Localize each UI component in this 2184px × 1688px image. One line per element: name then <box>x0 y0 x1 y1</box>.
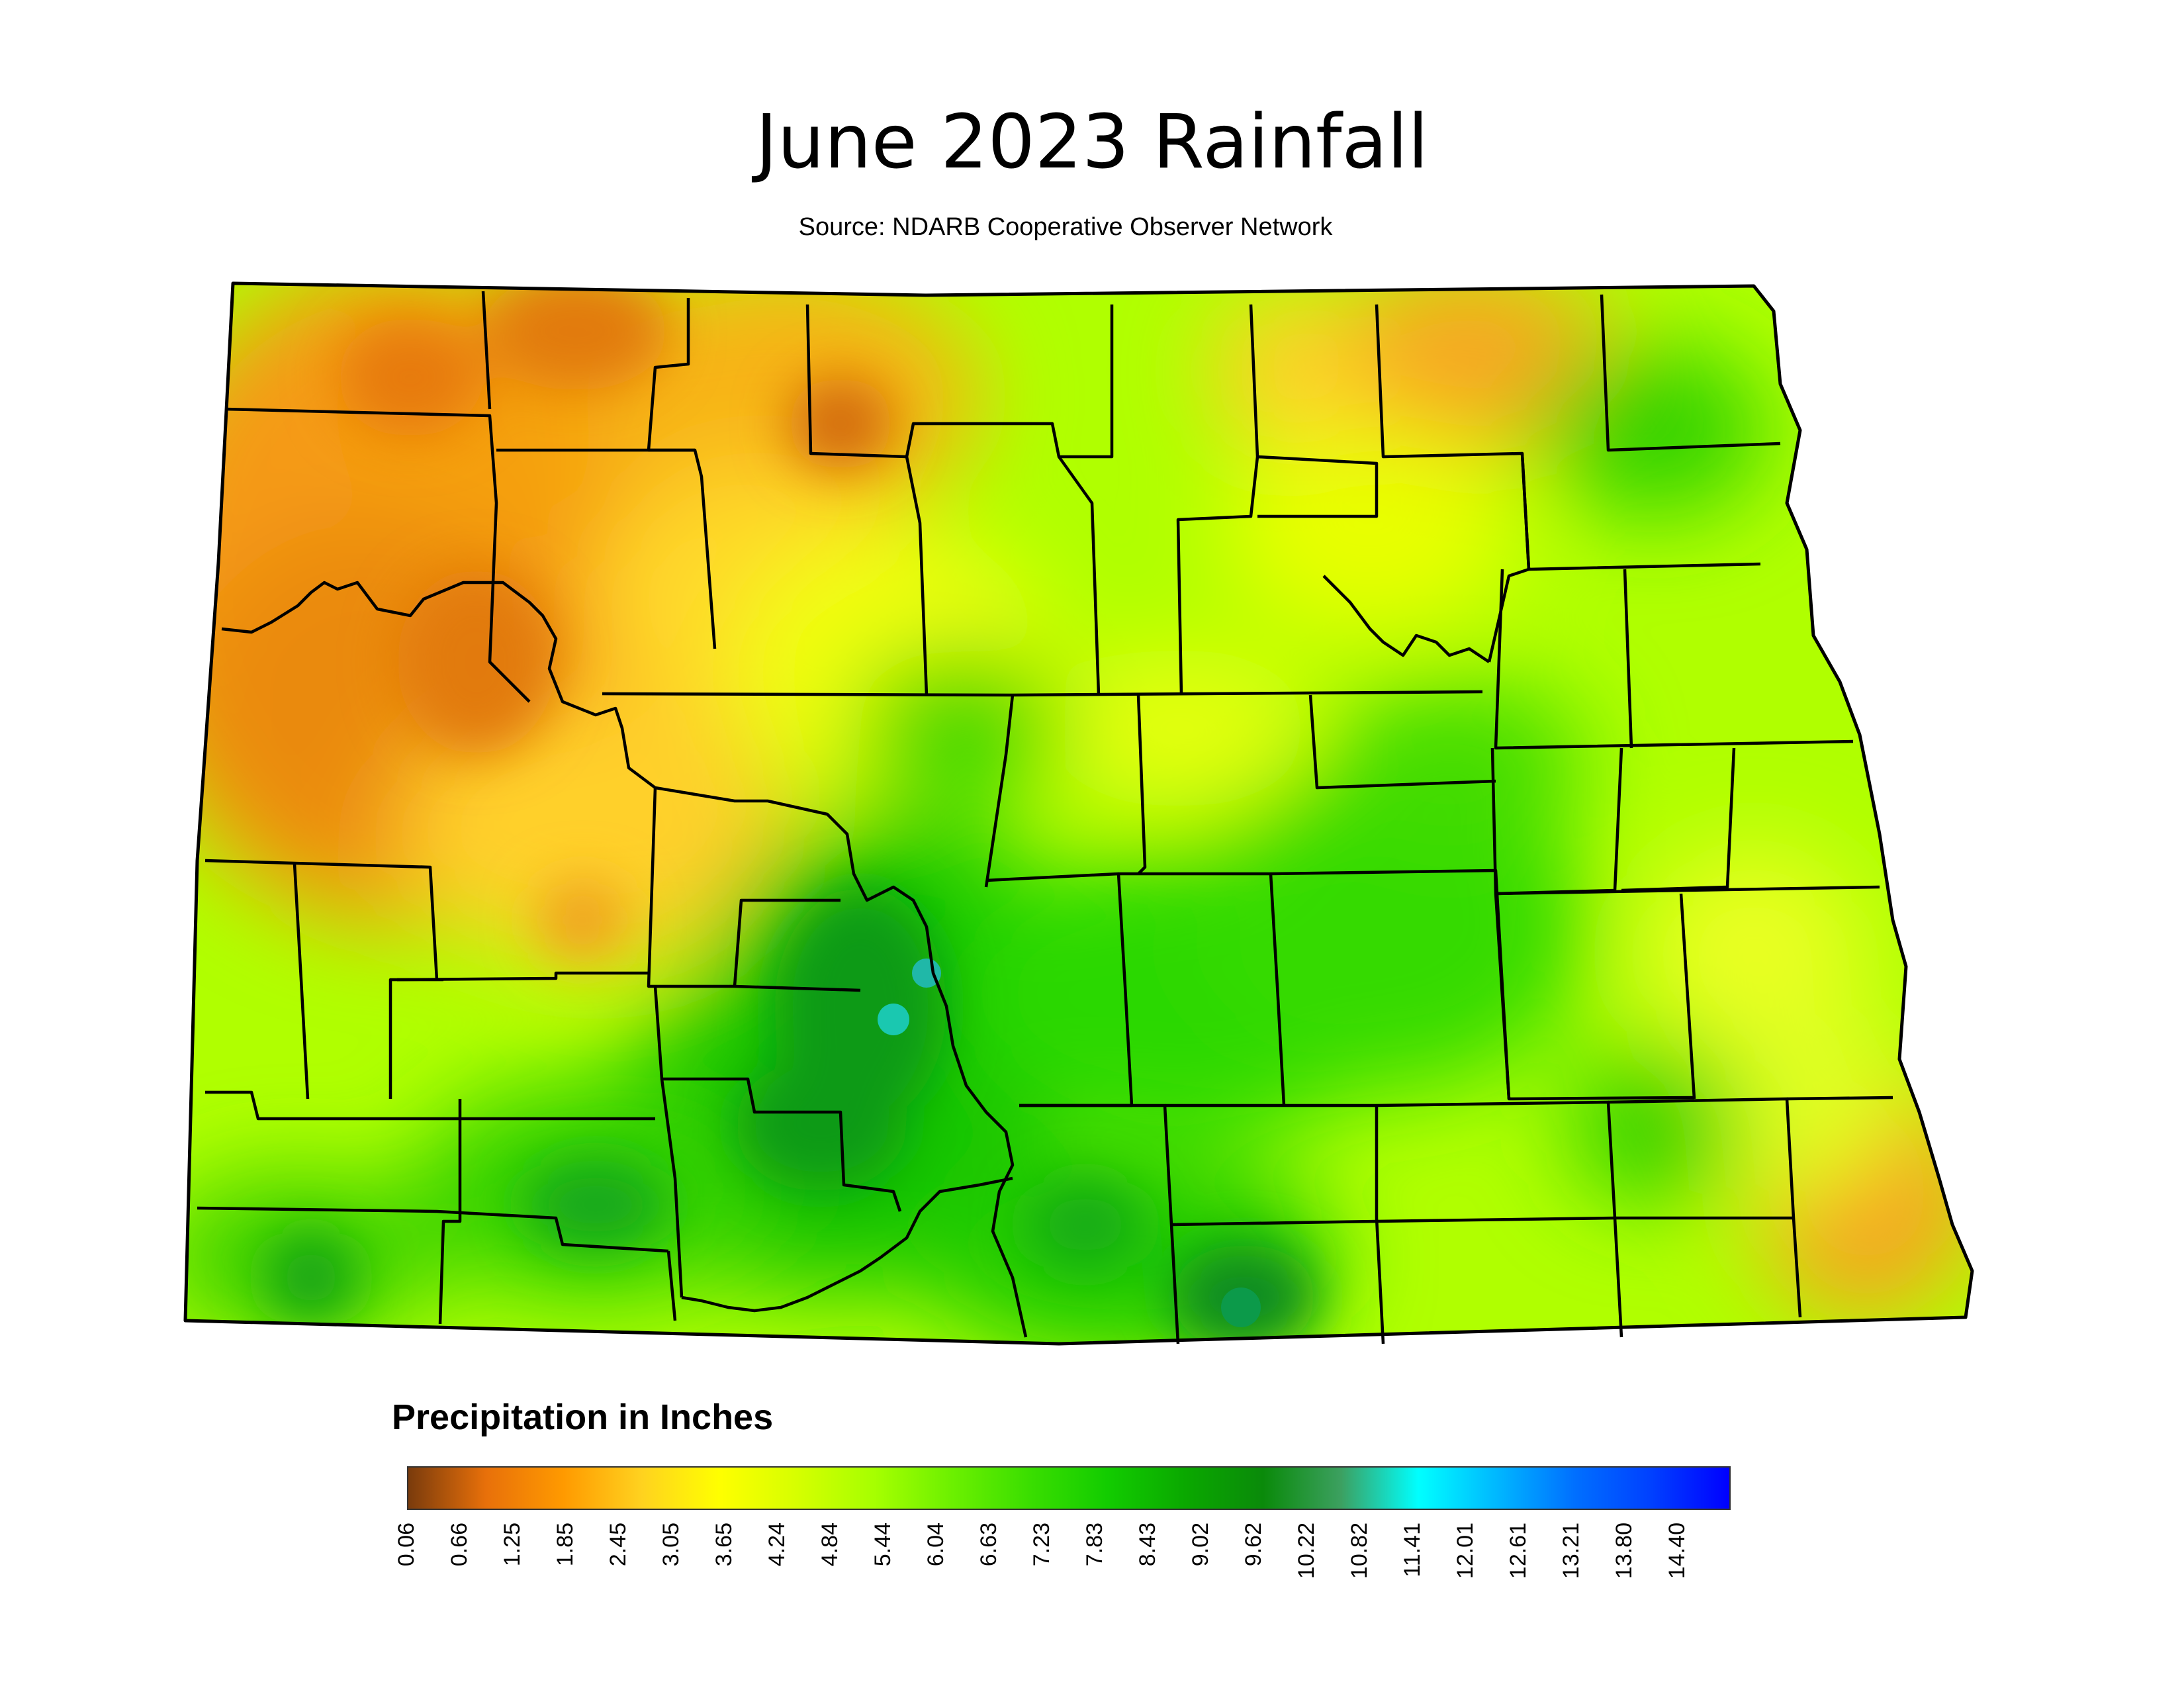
legend-tick-label: 10.82 <box>1347 1523 1372 1579</box>
legend-tick-label: 9.62 <box>1241 1523 1266 1567</box>
legend-tick-label: 5.44 <box>870 1523 895 1567</box>
precipitation-field <box>185 283 1972 1344</box>
legend-tick-label: 3.05 <box>659 1523 684 1567</box>
legend-tick-label: 0.66 <box>447 1523 472 1567</box>
legend-tick-label: 11.41 <box>1400 1523 1425 1577</box>
legend-tick-label: 14.40 <box>1664 1523 1690 1579</box>
legend-tick-label: 3.65 <box>711 1523 737 1567</box>
map-source: Source: NDARB Cooperative Observer Netwo… <box>798 213 1333 241</box>
legend-tick-label: 7.23 <box>1029 1523 1054 1567</box>
map-title: June 2023 Rainfall <box>755 99 1429 185</box>
legend-tick-label: 12.01 <box>1453 1523 1478 1579</box>
legend-tick-label: 6.63 <box>976 1523 1001 1567</box>
legend-tick-label: 8.43 <box>1135 1523 1160 1567</box>
legend-title: Precipitation in Inches <box>392 1397 774 1437</box>
legend-tick-label: 13.21 <box>1559 1523 1584 1579</box>
legend-colorbar <box>407 1466 1731 1510</box>
legend-tick-label: 9.02 <box>1188 1523 1213 1567</box>
legend-tick-label: 1.85 <box>553 1523 578 1567</box>
legend-tick-label: 2.45 <box>606 1523 631 1567</box>
legend-tick-label: 10.22 <box>1294 1523 1319 1579</box>
legend-tick-label: 12.61 <box>1506 1523 1531 1579</box>
legend-tick-label: 0.06 <box>394 1523 419 1567</box>
legend-tick-label: 4.24 <box>764 1523 790 1567</box>
legend-tick-label: 7.83 <box>1082 1523 1107 1567</box>
legend-tick-label: 6.04 <box>923 1523 948 1567</box>
legend-tick-label: 13.80 <box>1612 1523 1637 1579</box>
legend-tick-label: 4.84 <box>817 1523 842 1567</box>
county-borders <box>183 281 1974 1346</box>
legend-tick-label: 1.25 <box>500 1523 525 1567</box>
